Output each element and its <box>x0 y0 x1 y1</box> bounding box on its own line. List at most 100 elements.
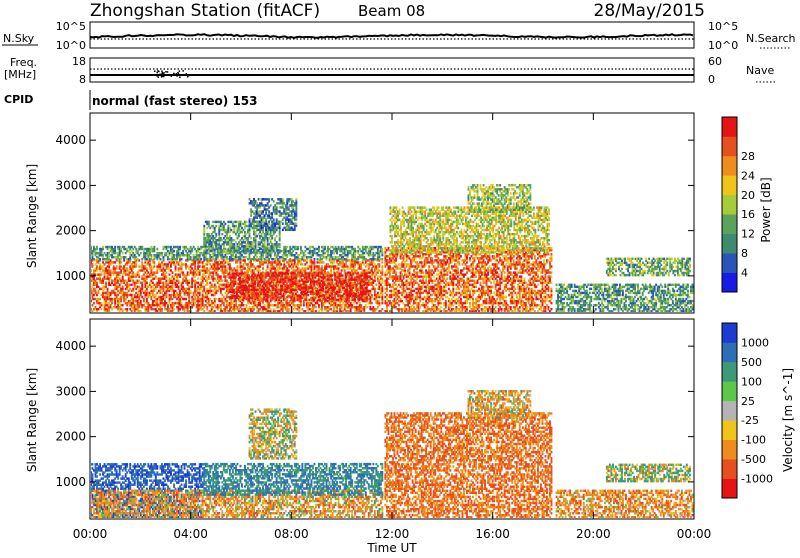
echo-region <box>384 412 552 518</box>
colorbar-tick-label: 1000 <box>741 336 769 349</box>
freq-dot <box>159 74 161 76</box>
colorbar-swatch <box>722 117 737 137</box>
freq-frame <box>90 58 694 82</box>
velocity-echoes <box>90 390 693 519</box>
x-tick-label: 00:00 <box>677 527 712 541</box>
cpid-text: normal (fast stereo) 153 <box>92 94 258 108</box>
nsky-tick-bottom: 10^0 <box>56 39 86 52</box>
colorbar-tick-label: -100 <box>741 434 766 447</box>
colorbar-swatch <box>722 420 737 440</box>
freq-dot <box>165 71 167 73</box>
freq-dot <box>163 72 165 74</box>
colorbar-swatch <box>722 273 737 293</box>
freq-dot <box>162 72 164 74</box>
y-tick-label: 2000 <box>55 224 86 238</box>
nsky-line <box>90 34 693 38</box>
velocity-panel: 1000 2000 3000 4000 Slant Range [km] 1000 50… <box>25 319 795 519</box>
x-tick-label: 16:00 <box>475 527 510 541</box>
freq-dot <box>154 71 156 73</box>
freq-dot <box>174 74 176 76</box>
x-tick-label: 08:00 <box>274 527 309 541</box>
colorbar-tick-label: -25 <box>741 414 759 427</box>
colorbar-swatch <box>722 175 737 195</box>
x-tick-label: 04:00 <box>173 527 208 541</box>
colorbar-tick-label: 24 <box>741 169 755 182</box>
colorbar-swatch <box>722 440 737 460</box>
colorbar-swatch <box>722 362 737 382</box>
colorbar-tick-label: 20 <box>741 189 755 202</box>
echo-region <box>390 206 550 253</box>
colorbar-tick-label: 4 <box>741 267 748 280</box>
nsearch-tick-top: 10^5 <box>708 20 738 33</box>
freq-trace <box>90 69 694 78</box>
colorbar-tick-label: 8 <box>741 247 748 260</box>
power-echoes <box>90 184 693 313</box>
freq-dot <box>171 75 173 77</box>
colorbar-tick-label: -500 <box>741 453 766 466</box>
freq-dot <box>158 76 160 78</box>
nsky-label: N.Sky <box>3 32 35 45</box>
freq-dot <box>176 74 178 76</box>
colorbar-tick-label: 28 <box>741 150 755 163</box>
nsearch-tick-bottom: 10^0 <box>708 39 738 52</box>
beam-label: Beam 08 <box>358 2 425 20</box>
freq-dot <box>163 76 165 78</box>
nave-label: Nave <box>746 64 774 77</box>
freq-dot <box>182 70 184 72</box>
freq-dot <box>179 70 181 72</box>
y-tick-label: 1000 <box>55 475 86 489</box>
echo-region <box>468 390 532 419</box>
nave-tick-bottom: 0 <box>708 73 715 86</box>
freq-dot <box>157 70 159 72</box>
nsky-trace <box>90 34 694 39</box>
colorbar-swatch <box>722 459 737 479</box>
x-tick-label: 00:00 <box>73 527 108 541</box>
freq-panel: Freq. [MHz] 18 8 60 0 Nave <box>4 55 776 86</box>
freq-tick-top: 18 <box>72 55 86 68</box>
echo-region <box>468 184 532 213</box>
velocity-colorbar-label: Velocity [m s^-1] <box>781 368 795 472</box>
nave-tick-top: 60 <box>708 55 722 68</box>
velocity-ylabel: Slant Range [km] <box>25 368 39 472</box>
x-tick-label: 20:00 <box>576 527 611 541</box>
colorbar-swatch <box>722 253 737 273</box>
colorbar-tick-label: 25 <box>741 395 755 408</box>
y-tick-label: 1000 <box>55 269 86 283</box>
y-tick-label: 3000 <box>55 384 86 398</box>
echo-region <box>606 464 691 483</box>
cpid-label: CPID <box>4 93 33 106</box>
y-tick-label: 3000 <box>55 178 86 192</box>
freq-dot <box>176 75 178 77</box>
freq-unit: [MHz] <box>4 68 36 81</box>
colorbar-tick-label: -1000 <box>741 473 773 486</box>
power-colorbar-label: Power [dB] <box>759 177 773 242</box>
freq-dot <box>161 76 163 78</box>
freq-dot <box>157 75 159 77</box>
freq-tick-bottom: 8 <box>79 73 86 86</box>
power-ylabel: Slant Range [km] <box>25 164 39 268</box>
freq-dot <box>165 75 167 77</box>
freq-dot <box>167 71 169 73</box>
colorbar-tick-label: 500 <box>741 356 762 369</box>
colorbar-swatch <box>722 195 737 215</box>
date-label: 28/May/2015 <box>594 1 706 21</box>
colorbar-swatch <box>722 401 737 421</box>
colorbar-tick-label: 16 <box>741 208 755 221</box>
echo-region <box>249 408 298 459</box>
y-tick-label: 4000 <box>55 133 86 147</box>
colorbar-swatch <box>722 342 737 362</box>
freq-dot <box>186 73 188 75</box>
colorbar-swatch <box>722 214 737 234</box>
y-tick-label: 4000 <box>55 339 86 353</box>
nsky-tick-top: 10^5 <box>56 20 86 33</box>
freq-dot <box>173 73 175 75</box>
nsky-panel: N.Sky 10^5 10^0 10^5 10^0 N.Search <box>2 20 796 52</box>
colorbar-swatch <box>722 136 737 156</box>
colorbar-swatch <box>722 381 737 401</box>
y-tick-label: 2000 <box>55 430 86 444</box>
colorbar-swatch <box>722 323 737 343</box>
